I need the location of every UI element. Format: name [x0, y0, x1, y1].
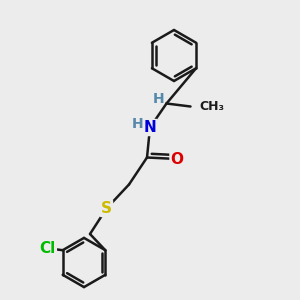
Text: H: H [152, 92, 164, 106]
Text: H: H [132, 118, 143, 131]
Text: Cl: Cl [40, 241, 56, 256]
Text: O: O [170, 152, 184, 166]
Text: S: S [101, 201, 112, 216]
Text: CH₃: CH₃ [200, 100, 224, 113]
Text: N: N [144, 120, 156, 135]
